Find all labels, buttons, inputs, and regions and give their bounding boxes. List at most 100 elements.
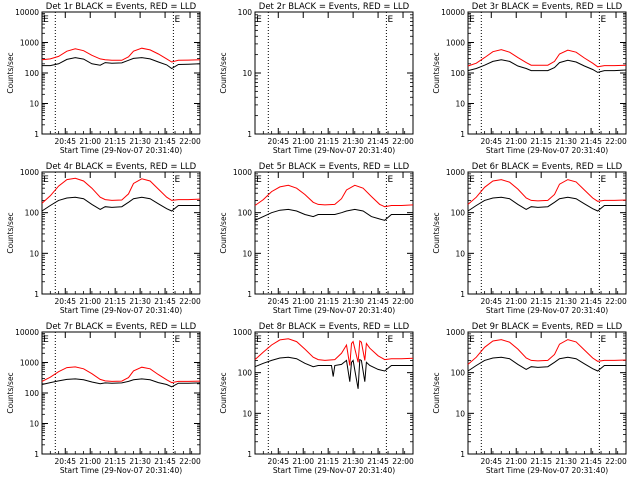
marker-label: E <box>469 335 475 345</box>
marker-label: E <box>43 175 49 185</box>
panel-title: Det 8r BLACK = Events, RED = LLD <box>259 322 410 332</box>
x-tick-label: 21:45 <box>154 137 176 146</box>
x-tick-label: 21:15 <box>530 457 552 466</box>
panel-2: Det 2r BLACK = Events, RED = LLD 1 10 100 20… <box>219 2 414 155</box>
series-events-line <box>467 196 626 212</box>
y-axis-label: Counts/sec <box>6 372 15 413</box>
y-tick-label: 1 <box>460 290 465 299</box>
y-tick-label: 10 <box>455 249 465 258</box>
y-tick-label: 100 <box>451 369 466 378</box>
x-tick-label: 21:45 <box>580 137 602 146</box>
x-tick-label: 21:15 <box>530 297 552 306</box>
series-events-line <box>467 59 627 73</box>
y-tick-label: 1 <box>34 290 39 299</box>
series-lld-line <box>467 179 627 205</box>
x-tick-label: 22:00 <box>179 457 201 466</box>
x-tick-label: 21:45 <box>580 297 602 306</box>
x-tick-label: 22:00 <box>392 457 414 466</box>
panel-title: Det 4r BLACK = Events, RED = LLD <box>46 162 197 172</box>
x-tick-label: 20:45 <box>267 457 289 466</box>
x-tick-label: 21:00 <box>292 137 314 146</box>
x-tick-label: 21:15 <box>530 137 552 146</box>
y-tick-label: 100 <box>238 369 253 378</box>
y-tick-label: 1000 <box>20 359 39 368</box>
y-tick-label: 1000 <box>446 39 465 48</box>
y-tick-label: 1 <box>34 450 39 459</box>
x-tick-label: 21:30 <box>129 297 151 306</box>
y-tick-label: 1000 <box>446 328 465 337</box>
x-tick-label: 21:15 <box>317 137 339 146</box>
y-tick-label: 10 <box>29 100 39 109</box>
series-lld-line <box>467 339 627 365</box>
y-tick-label: 100 <box>25 69 40 78</box>
x-tick-label: 21:45 <box>154 457 176 466</box>
y-tick-label: 10000 <box>441 8 465 17</box>
x-tick-label: 21:30 <box>555 137 577 146</box>
marker-label: E <box>175 335 181 345</box>
marker-label: E <box>388 15 394 25</box>
x-tick-label: 22:00 <box>605 137 627 146</box>
x-tick-label: 22:00 <box>179 297 201 306</box>
series-lld-line <box>467 49 627 68</box>
panel-title: Det 5r BLACK = Events, RED = LLD <box>259 162 410 172</box>
series-events-line <box>41 196 200 212</box>
y-tick-label: 10 <box>242 409 252 418</box>
x-tick-label: 21:30 <box>342 457 364 466</box>
y-tick-label: 10 <box>455 100 465 109</box>
y-axis-label: Counts/sec <box>219 372 228 413</box>
panel-7: Det 7r BLACK = Events, RED = LLD 1 10 100 10… <box>6 322 201 475</box>
x-tick-label: 21:15 <box>317 457 339 466</box>
x-axis-label: Start Time (29-Nov-07 20:31:40) <box>273 466 395 475</box>
panel-title: Det 6r BLACK = Events, RED = LLD <box>472 162 623 172</box>
x-tick-label: 21:30 <box>129 137 151 146</box>
x-tick-label: 21:30 <box>129 457 151 466</box>
x-tick-label: 21:00 <box>505 297 527 306</box>
y-tick-label: 100 <box>238 8 253 17</box>
x-tick-label: 22:00 <box>392 137 414 146</box>
x-tick-label: 20:45 <box>54 297 76 306</box>
marker-label: E <box>388 335 394 345</box>
y-axis-label: Counts/sec <box>219 212 228 253</box>
x-tick-label: 20:45 <box>480 297 502 306</box>
x-tick-label: 21:15 <box>104 457 126 466</box>
marker-label: E <box>43 15 49 25</box>
marker-label: E <box>601 175 607 185</box>
x-tick-label: 22:00 <box>392 297 414 306</box>
x-tick-label: 21:45 <box>367 297 389 306</box>
y-tick-label: 1 <box>247 290 252 299</box>
y-tick-label: 10000 <box>15 328 39 337</box>
panel-5: Det 5r BLACK = Events, RED = LLD 1 10 100 10… <box>219 162 414 315</box>
marker-label: E <box>601 335 607 345</box>
x-axis-label: Start Time (29-Nov-07 20:31:40) <box>60 146 182 155</box>
panel-title: Det 7r BLACK = Events, RED = LLD <box>46 322 197 332</box>
x-tick-label: 20:45 <box>54 137 76 146</box>
y-tick-label: 1 <box>247 130 252 139</box>
x-tick-label: 21:45 <box>367 137 389 146</box>
y-tick-label: 100 <box>25 389 40 398</box>
y-tick-label: 100 <box>238 209 253 218</box>
y-axis-label: Counts/sec <box>432 212 441 253</box>
y-tick-label: 10 <box>242 69 252 78</box>
x-tick-label: 21:00 <box>505 137 527 146</box>
marker-label: E <box>175 15 181 25</box>
x-tick-label: 21:30 <box>342 137 364 146</box>
marker-label: E <box>469 175 475 185</box>
y-tick-label: 10 <box>29 249 39 258</box>
y-tick-label: 1 <box>247 450 252 459</box>
x-axis-label: Start Time (29-Nov-07 20:31:40) <box>486 466 608 475</box>
y-tick-label: 10 <box>455 409 465 418</box>
y-tick-label: 10 <box>29 420 39 429</box>
marker-label: E <box>43 335 49 345</box>
plot-frame <box>467 171 627 295</box>
x-axis-label: Start Time (29-Nov-07 20:31:40) <box>486 146 608 155</box>
panel-title: Det 2r BLACK = Events, RED = LLD <box>259 2 410 12</box>
x-axis-label: Start Time (29-Nov-07 20:31:40) <box>273 306 395 315</box>
x-axis-label: Start Time (29-Nov-07 20:31:40) <box>60 466 182 475</box>
x-tick-label: 21:00 <box>505 457 527 466</box>
x-tick-label: 21:30 <box>342 297 364 306</box>
series-events-line <box>41 378 201 388</box>
marker-label: E <box>175 175 181 185</box>
x-tick-label: 21:00 <box>79 137 101 146</box>
